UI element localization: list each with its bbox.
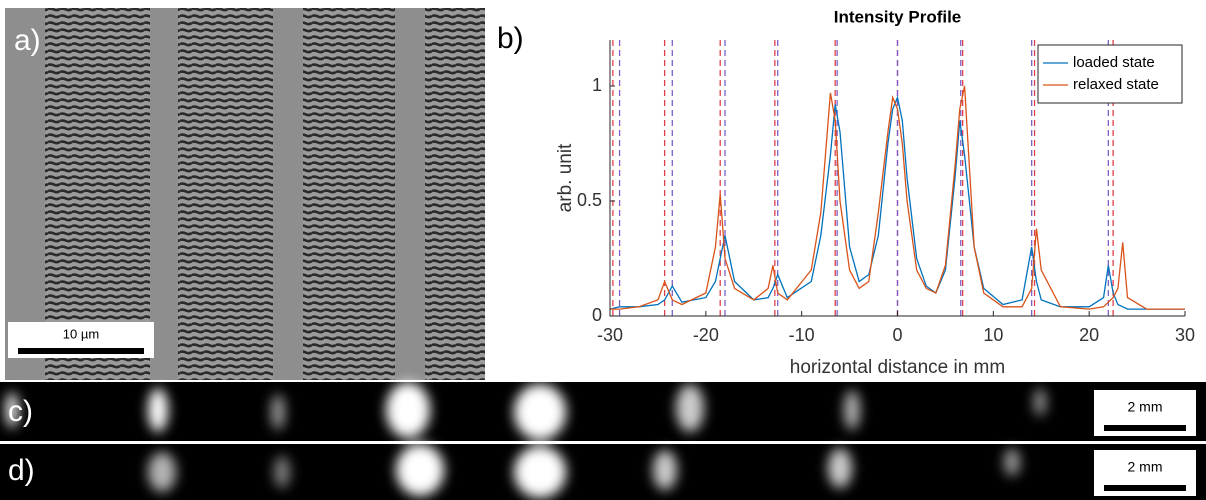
legend-label: relaxed state (1073, 76, 1159, 93)
x-axis-label: horizontal distance in mm (790, 357, 1005, 378)
y-axis-label: arb. unit (555, 143, 576, 212)
y-tick-label: 0.5 (577, 190, 602, 210)
sem-image: 10 µm a) (5, 8, 485, 380)
x-tick-label: 0 (892, 325, 902, 345)
y-tick-label: 1 (592, 75, 602, 95)
x-tick-label: -10 (789, 325, 815, 345)
y-tick-label: 0 (592, 305, 602, 325)
legend-label: loaded state (1073, 54, 1155, 71)
x-tick-label: 20 (1079, 325, 1099, 345)
panel-label: c) (8, 395, 33, 428)
speckle-images: c) d) 2 mm 2 mm (0, 382, 1206, 500)
series-line (610, 85, 1185, 310)
x-tick-label: 30 (1175, 325, 1195, 345)
panel-label: b) (497, 22, 524, 55)
chart-title: Intensity Profile (834, 7, 962, 26)
scale-bar-label: 2 mm (1128, 459, 1163, 475)
scale-bar-label: 2 mm (1128, 399, 1163, 415)
panel-label: d) (8, 454, 35, 487)
x-tick-label: -20 (693, 325, 719, 345)
panel-label: a) (14, 24, 41, 57)
x-tick-label: -30 (597, 325, 623, 345)
legend-box (1037, 44, 1183, 104)
scale-bar-label: 10 µm (63, 326, 99, 341)
x-tick-label: 10 (983, 325, 1003, 345)
